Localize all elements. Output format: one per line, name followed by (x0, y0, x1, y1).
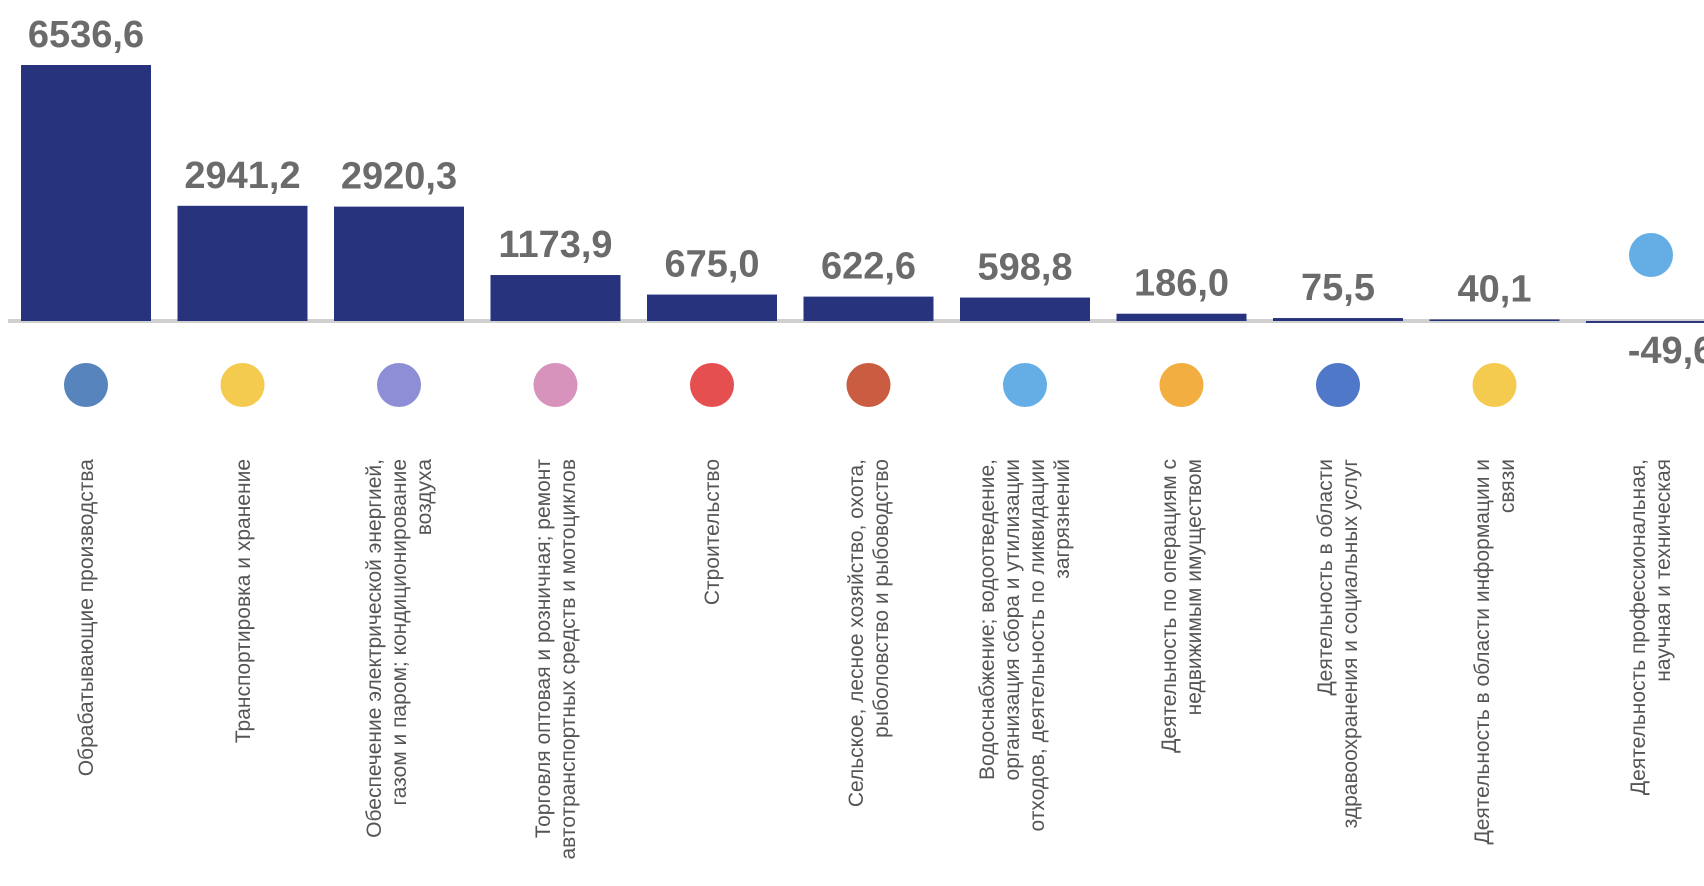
bar (803, 296, 934, 321)
category-icon (1003, 363, 1047, 407)
category-icon (1629, 233, 1673, 277)
category-label: Деятельность профессиональная, научная и… (1627, 459, 1675, 796)
category-label: Деятельность в области здравоохранения и… (1314, 459, 1362, 829)
category-icon (1159, 363, 1204, 407)
category-label: Деятельность по операциям с недвижимым и… (1157, 459, 1206, 753)
category-icon (846, 363, 891, 407)
category-label: Деятельность в области информации и связ… (1470, 459, 1519, 845)
category-label: Транспортировка и хранение (231, 459, 254, 744)
category-label: Водоснабжение; водоотведение, организаци… (976, 459, 1074, 832)
bar (1586, 321, 1704, 323)
value-label: 6536,6 (28, 14, 144, 56)
category-label: Строительство (700, 459, 724, 606)
value-label: 675,0 (664, 244, 759, 286)
category-label: Обрабатывающие производства (74, 459, 98, 777)
value-label: 75,5 (1301, 267, 1375, 309)
value-label: 186,0 (1134, 263, 1229, 305)
category-label: Торговля оптовая и розничная; ремонт авт… (531, 459, 580, 860)
bar (1116, 313, 1247, 321)
bar (490, 275, 621, 321)
bar (960, 297, 1090, 321)
category-label: Сельское, лесное хозяйство, охота, рыбол… (844, 459, 893, 808)
bar (21, 65, 151, 321)
value-label: 598,8 (977, 247, 1072, 289)
bar (177, 205, 308, 321)
category-icon (690, 363, 734, 407)
category-icon (1316, 363, 1360, 407)
category-icon (377, 363, 421, 407)
value-label: 2941,2 (184, 155, 300, 197)
category-icon (1472, 363, 1517, 407)
value-label: 40,1 (1458, 268, 1532, 310)
value-label: 1173,9 (498, 224, 612, 266)
bar (647, 294, 777, 321)
category-label: Обеспечение электрической энергией, газо… (362, 459, 436, 838)
category-icon (64, 363, 108, 407)
bar (1273, 318, 1403, 321)
value-label: 2920,3 (341, 156, 457, 198)
category-icon (220, 363, 265, 407)
category-icon (533, 363, 578, 407)
bar (334, 206, 464, 321)
value-label: 622,6 (821, 246, 916, 288)
bar (1429, 319, 1560, 321)
value-label: -49,6 (1628, 330, 1704, 372)
